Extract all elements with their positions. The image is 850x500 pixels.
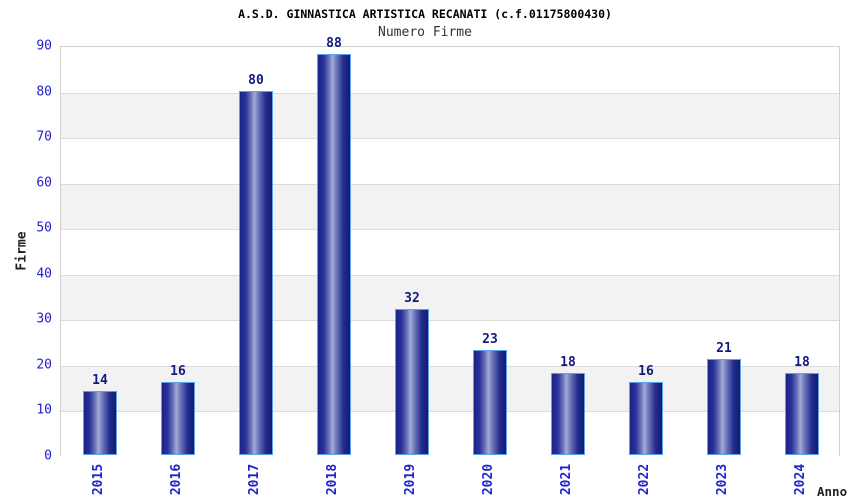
x-tick-label-wrap: 2017 (238, 460, 272, 498)
x-tick-label-wrap: 2022 (628, 460, 662, 498)
bar-value-label: 80 (248, 72, 264, 88)
bar-value-label: 32 (404, 291, 420, 307)
x-tick-label: 2024 (793, 463, 809, 495)
grid-band (61, 47, 839, 93)
bar-2020 (473, 350, 507, 455)
x-tick-label: 2021 (559, 463, 575, 495)
y-tick-label: 80 (36, 84, 52, 100)
y-tick-label: 70 (36, 129, 52, 145)
y-tick-label: 20 (36, 357, 52, 373)
y-tick-label: 40 (36, 266, 52, 282)
x-tick-label-wrap: 2018 (316, 460, 350, 498)
x-tick-label: 2023 (715, 463, 731, 495)
bar-value-label: 16 (638, 364, 654, 380)
bar-value-label: 14 (92, 373, 108, 389)
bar-2019 (395, 309, 429, 455)
x-tick-label: 2020 (481, 463, 497, 495)
x-tick-label: 2019 (403, 463, 419, 495)
x-tick-label-wrap: 2015 (82, 460, 116, 498)
x-tick-label-wrap: 2020 (472, 460, 506, 498)
bar-2018 (317, 54, 351, 455)
x-tick-label-wrap: 2019 (394, 460, 428, 498)
x-tick-label-wrap: 2016 (160, 460, 194, 498)
chart-title: A.S.D. GINNASTICA ARTISTICA RECANATI (c.… (238, 7, 612, 21)
bar-2016 (161, 382, 195, 455)
grid-band (61, 92, 839, 139)
bar-2023 (707, 359, 741, 455)
y-tick-label: 50 (36, 220, 52, 236)
x-tick-label: 2018 (325, 463, 341, 495)
grid-band (61, 183, 839, 230)
y-tick-label: 90 (36, 38, 52, 54)
chart-subtitle: Numero Firme (378, 25, 472, 40)
x-tick-label-wrap: 2021 (550, 460, 584, 498)
grid-band (61, 320, 839, 366)
grid-band (61, 229, 839, 275)
x-tick-label: 2022 (637, 463, 653, 495)
bar-2021 (551, 373, 585, 455)
y-tick-label: 10 (36, 402, 52, 418)
plot-area: 14 16 80 88 32 23 18 16 21 18 (60, 37, 840, 457)
bar-2022 (629, 382, 663, 455)
bar-value-label: 23 (482, 332, 498, 348)
x-tick-label-wrap: 2024 (784, 460, 818, 498)
grid-band (61, 274, 839, 321)
x-axis-title: Anno (817, 484, 848, 499)
y-tick-label: 60 (36, 175, 52, 191)
bar-value-label: 18 (560, 355, 576, 370)
bar-2015 (83, 391, 117, 455)
bar-value-label: 18 (794, 355, 810, 370)
bar-2024 (785, 373, 819, 455)
x-tick-label: 2017 (247, 463, 263, 495)
x-tick-label-wrap: 2023 (706, 460, 740, 498)
y-tick-label: 0 (44, 448, 52, 464)
bar-value-label: 21 (716, 341, 732, 357)
grid-band (61, 138, 839, 184)
x-tick-label: 2016 (169, 463, 185, 495)
y-axis-title: Firme (14, 231, 30, 271)
x-tick-label: 2015 (91, 463, 107, 495)
y-tick-label: 30 (36, 311, 52, 327)
bar-value-label: 16 (170, 364, 186, 380)
bar-2017 (239, 90, 273, 455)
bar-value-label: 88 (326, 36, 342, 52)
